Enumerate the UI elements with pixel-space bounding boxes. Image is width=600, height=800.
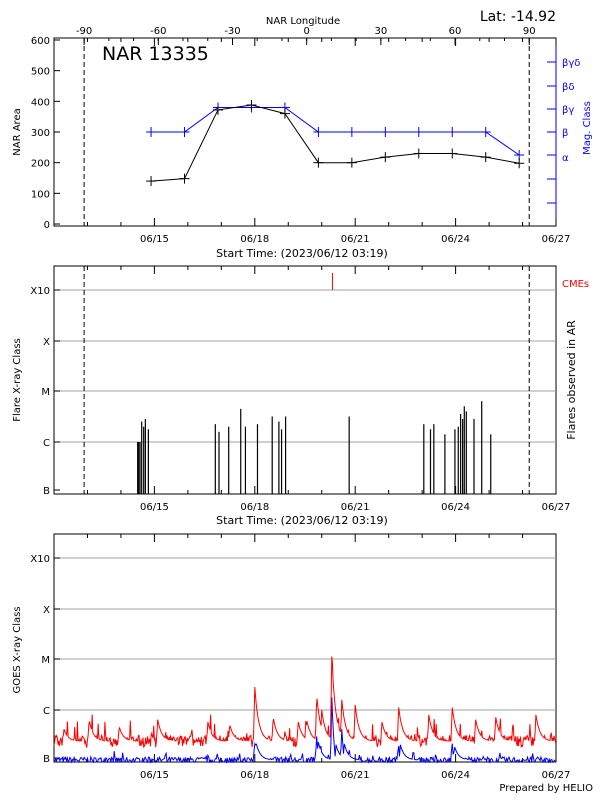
footer-credit: Prepared by HELIO <box>499 783 593 794</box>
goes-x-tick-label: 06/24 <box>441 770 470 781</box>
longitude-tick-label: 60 <box>449 26 462 37</box>
goes-x-axis: 06/15 06/18 06/21 06/24 06/27 <box>53 534 571 781</box>
longitude-tick-label: 0 <box>303 26 309 37</box>
area-x-tick-label: 06/21 <box>341 234 370 245</box>
goes-short-channel <box>53 697 556 764</box>
area-x-tick-label: 06/15 <box>140 234 169 245</box>
longitude-tick-label: -90 <box>76 26 92 37</box>
flare-x-tick-label: 06/15 <box>140 502 169 513</box>
goes-class-label: C <box>43 706 50 717</box>
mag-tick-label: β <box>562 128 568 139</box>
flare-x-tick-label: 06/21 <box>341 502 370 513</box>
goes-class-label: B <box>43 754 50 765</box>
longitude-tick-label: -30 <box>224 26 240 37</box>
mag-tick-label: βγ <box>562 105 574 116</box>
area-y-tick-label: 600 <box>31 36 50 47</box>
flares-in-ar-label: Flares observed in AR <box>565 320 578 440</box>
longitude-tick-label: -60 <box>150 26 166 37</box>
goes-panel: B C M X X10 06/15 06/18 06/21 06/24 06/27 GOES X… <box>12 533 571 781</box>
goes-class-label: M <box>41 655 50 666</box>
longitude-tick-label: 30 <box>374 26 387 37</box>
area-x-tick-label: 06/27 <box>542 234 571 245</box>
flare-x-tick-label: 06/27 <box>542 502 571 513</box>
area-ylabel: NAR Area <box>12 108 23 155</box>
flare-panel-frame <box>53 265 557 495</box>
mag-tick-label: α <box>562 153 569 164</box>
flare-class-label: X <box>43 337 50 348</box>
flare-bars <box>137 401 492 494</box>
goes-x-tick-label: 06/15 <box>140 770 169 781</box>
flare-x-tick-label: 06/24 <box>441 502 470 513</box>
goes-class-label: X10 <box>30 554 50 565</box>
goes-gridlines: B C M X X10 <box>30 554 556 765</box>
flare-class-label: M <box>41 387 50 398</box>
cme-label: CMEs <box>562 279 589 290</box>
area-y-tick-label: 400 <box>31 97 50 108</box>
mag-class-axis: α β βγ βδ βγδ <box>547 38 580 226</box>
mag-tick-label: βγδ <box>562 58 580 69</box>
goes-x-tick-label: 06/21 <box>341 770 370 781</box>
longitude-tick-label: 90 <box>523 26 536 37</box>
flare-x-axis: 06/15 06/18 06/21 06/24 06/27 <box>53 266 571 513</box>
area-y-tick-label: 300 <box>31 128 50 139</box>
limb-lines <box>83 38 530 226</box>
mag-class-line <box>151 107 520 156</box>
start-time-label: Start Time: (2023/06/12 03:19) <box>216 247 388 260</box>
area-panel: -90 -60 -30 0 30 60 90 0 100 200 300 400 500 600 α β β… <box>12 26 593 260</box>
flare-class-label: C <box>43 438 50 449</box>
mag-class-label: Mag. Class <box>582 101 593 155</box>
flare-class-label: X10 <box>30 286 50 297</box>
flare-class-label: B <box>43 486 50 497</box>
latitude-readout: Lat: -14.92 <box>480 9 556 25</box>
area-x-axis: 06/15 06/18 06/21 06/24 06/27 <box>53 38 571 245</box>
goes-ylabel: GOES X-ray Class <box>12 606 23 693</box>
flare-panel: B C M X X10 06/15 06/18 06/21 06/24 06/27 CMEs F… <box>12 265 589 527</box>
nar-area-line <box>151 104 520 182</box>
region-title: NAR 13335 <box>102 43 209 65</box>
mag-tick-label: βδ <box>562 82 575 93</box>
area-x-tick-label: 06/18 <box>240 234 269 245</box>
goes-class-label: X <box>43 605 50 616</box>
goes-long-channel <box>53 656 557 749</box>
area-y-tick-label: 100 <box>31 189 50 200</box>
area-series <box>146 100 525 187</box>
area-x-tick-label: 06/24 <box>441 234 470 245</box>
flare-x-tick-label: 06/18 <box>240 502 269 513</box>
area-y-tick-label: 0 <box>44 220 50 231</box>
start-time-label-2: Start Time: (2023/06/12 03:19) <box>216 514 388 527</box>
longitude-axis-label: NAR Longitude <box>266 16 340 27</box>
flare-limb-lines <box>83 266 530 494</box>
goes-x-tick-label: 06/27 <box>542 770 571 781</box>
goes-x-tick-label: 06/18 <box>240 770 269 781</box>
area-y-tick-label: 200 <box>31 159 50 170</box>
goes-series <box>53 656 557 764</box>
area-y-axis: 0 100 200 300 400 500 600 <box>31 36 60 231</box>
flare-ylabel: Flare X-ray Class <box>12 338 23 422</box>
flare-gridlines: B C M X X10 <box>30 286 556 497</box>
area-y-tick-label: 500 <box>31 67 50 78</box>
